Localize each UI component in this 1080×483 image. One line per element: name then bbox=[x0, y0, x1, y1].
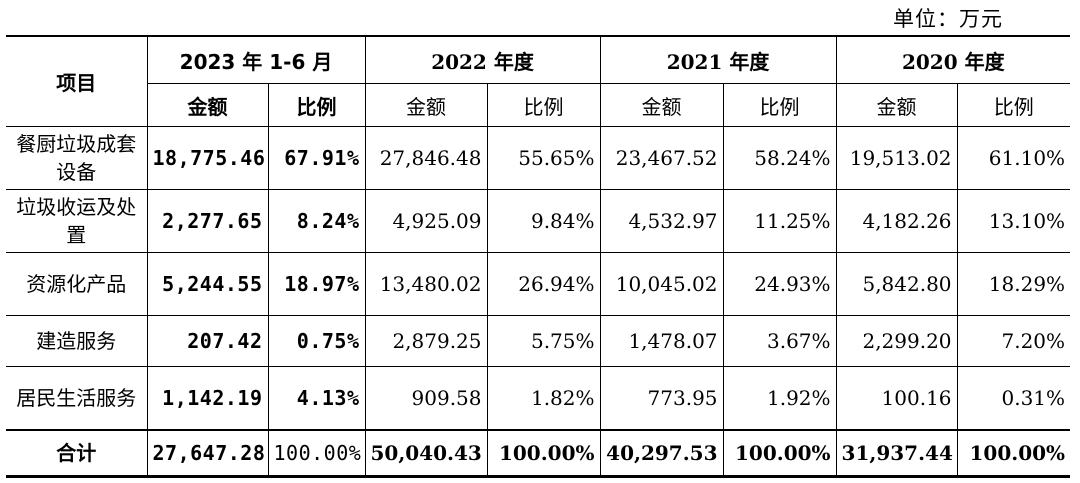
header-ratio: 比例 bbox=[267, 83, 366, 127]
cell-ratio: 0.75% bbox=[267, 315, 366, 367]
table-row: 资源化产品 5,244.55 18.97% 13,480.02 26.94% 1… bbox=[6, 252, 1071, 316]
header-amount: 金额 bbox=[364, 83, 488, 127]
cell-ratio: 8.24% bbox=[267, 189, 366, 253]
cell-ratio: 7.20% bbox=[956, 315, 1071, 367]
row-label: 居民生活服务 bbox=[6, 366, 148, 431]
total-amount: 27,647.28 bbox=[146, 429, 269, 478]
cell-ratio: 4.13% bbox=[267, 366, 366, 431]
cell-amount: 23,467.52 bbox=[599, 126, 724, 190]
table-row: 餐厨垃圾成套设备 18,775.46 67.91% 27,846.48 55.6… bbox=[6, 126, 1071, 190]
cell-amount: 4,182.26 bbox=[835, 189, 958, 253]
cell-ratio: 13.10% bbox=[956, 189, 1071, 253]
header-ratio: 比例 bbox=[956, 83, 1071, 127]
cell-ratio: 67.91% bbox=[267, 126, 366, 190]
cell-amount: 2,299.20 bbox=[835, 315, 958, 367]
header-item: 项目 bbox=[6, 35, 148, 127]
row-label: 资源化产品 bbox=[6, 252, 148, 316]
cell-ratio: 18.29% bbox=[956, 252, 1071, 316]
cell-ratio: 61.10% bbox=[956, 126, 1071, 190]
total-ratio: 100.00% bbox=[722, 429, 837, 478]
total-ratio: 100.00% bbox=[486, 429, 601, 478]
header-period-2020: 2020 年度 bbox=[835, 35, 1071, 84]
row-label: 餐厨垃圾成套设备 bbox=[6, 126, 148, 190]
revenue-breakdown-table: 项目 2023 年 1-6 月 2022 年度 2021 年度 2020 年度 … bbox=[6, 35, 1071, 478]
cell-amount: 909.58 bbox=[364, 366, 488, 431]
cell-amount: 1,478.07 bbox=[599, 315, 724, 367]
header-row-periods: 项目 2023 年 1-6 月 2022 年度 2021 年度 2020 年度 bbox=[6, 35, 1071, 127]
cell-amount: 2,879.25 bbox=[364, 315, 488, 367]
cell-amount: 100.16 bbox=[835, 366, 958, 431]
cell-ratio: 18.97% bbox=[267, 252, 366, 316]
header-ratio: 比例 bbox=[722, 83, 837, 127]
cell-ratio: 24.93% bbox=[722, 252, 837, 316]
total-amount: 40,297.53 bbox=[599, 429, 724, 478]
cell-amount: 4,925.09 bbox=[364, 189, 488, 253]
row-label: 垃圾收运及处置 bbox=[6, 189, 148, 253]
cell-amount: 19,513.02 bbox=[835, 126, 958, 190]
header-period-2023h1: 2023 年 1-6 月 bbox=[146, 35, 366, 84]
cell-ratio: 55.65% bbox=[486, 126, 601, 190]
cell-ratio: 9.84% bbox=[486, 189, 601, 253]
header-amount: 金额 bbox=[147, 83, 269, 127]
cell-ratio: 3.67% bbox=[722, 315, 837, 367]
total-row: 合计 27,647.28 100.00% 50,040.43 100.00% 4… bbox=[6, 429, 1071, 478]
cell-ratio: 5.75% bbox=[486, 315, 601, 367]
cell-ratio: 11.25% bbox=[722, 189, 837, 253]
cell-amount: 18,775.46 bbox=[146, 126, 269, 190]
total-amount: 50,040.43 bbox=[364, 429, 488, 478]
total-label: 合计 bbox=[6, 429, 148, 478]
unit-label: 单位：万元 bbox=[893, 7, 1003, 31]
cell-amount: 4,532.97 bbox=[599, 189, 724, 253]
total-ratio: 100.00% bbox=[267, 429, 366, 478]
table-row: 垃圾收运及处置 2,277.65 8.24% 4,925.09 9.84% 4,… bbox=[6, 189, 1071, 253]
cell-amount: 773.95 bbox=[599, 366, 724, 431]
cell-ratio: 58.24% bbox=[722, 126, 837, 190]
row-label: 建造服务 bbox=[6, 315, 148, 367]
header-ratio: 比例 bbox=[486, 83, 601, 127]
cell-ratio: 1.92% bbox=[722, 366, 837, 431]
cell-amount: 5,842.80 bbox=[835, 252, 958, 316]
cell-amount: 27,846.48 bbox=[364, 126, 488, 190]
cell-ratio: 1.82% bbox=[486, 366, 601, 431]
header-period-2022: 2022 年度 bbox=[364, 35, 601, 84]
header-amount: 金额 bbox=[599, 83, 724, 127]
header-amount: 金额 bbox=[835, 83, 958, 127]
cell-amount: 2,277.65 bbox=[146, 189, 269, 253]
cell-amount: 13,480.02 bbox=[364, 252, 488, 316]
cell-ratio: 26.94% bbox=[486, 252, 601, 316]
cell-amount: 5,244.55 bbox=[146, 252, 269, 316]
header-row-subcols: 金额 比例 金额 比例 金额 比例 金额 比例 bbox=[6, 83, 1071, 127]
table-row: 居民生活服务 1,142.19 4.13% 909.58 1.82% 773.9… bbox=[6, 366, 1071, 431]
cell-amount: 1,142.19 bbox=[146, 366, 269, 431]
cell-amount: 207.42 bbox=[146, 315, 269, 367]
table-row: 建造服务 207.42 0.75% 2,879.25 5.75% 1,478.0… bbox=[6, 315, 1071, 367]
total-amount: 31,937.44 bbox=[835, 429, 958, 478]
header-period-2021: 2021 年度 bbox=[599, 35, 837, 84]
cell-amount: 10,045.02 bbox=[599, 252, 724, 316]
cell-ratio: 0.31% bbox=[956, 366, 1071, 431]
total-ratio: 100.00% bbox=[956, 429, 1071, 478]
